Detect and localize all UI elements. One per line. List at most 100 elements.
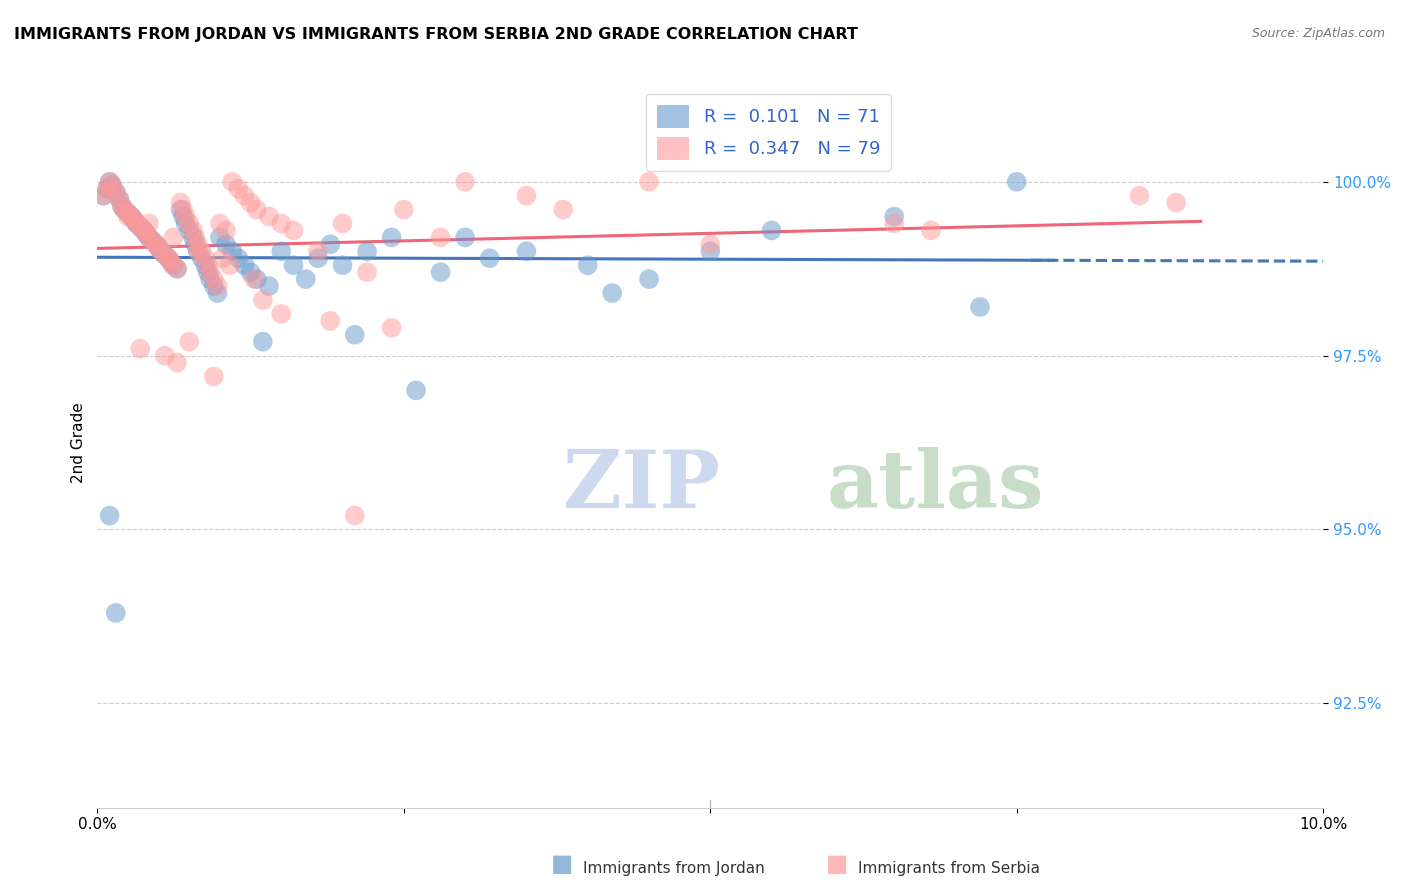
Point <box>319 237 342 252</box>
Point <box>150 244 173 259</box>
Text: IMMIGRANTS FROM JORDAN VS IMMIGRANTS FROM SERBIA 2ND GRADE CORRELATION CHART: IMMIGRANTS FROM JORDAN VS IMMIGRANTS FRO… <box>14 27 858 42</box>
Point <box>194 258 217 272</box>
Point <box>208 230 231 244</box>
Point <box>638 272 661 286</box>
Point <box>160 254 183 268</box>
Point <box>98 175 121 189</box>
Point <box>166 261 188 276</box>
Point <box>215 223 238 237</box>
Point <box>150 244 173 259</box>
Point <box>179 334 201 349</box>
Point <box>166 355 188 369</box>
Point <box>153 349 176 363</box>
Point <box>202 279 225 293</box>
Point <box>221 175 243 189</box>
Point <box>215 237 238 252</box>
Point <box>207 279 229 293</box>
Point <box>243 272 266 286</box>
Point <box>257 279 280 293</box>
Point <box>179 223 201 237</box>
Point <box>454 175 477 189</box>
Point <box>883 217 905 231</box>
Point <box>283 258 305 272</box>
Text: ZIP: ZIP <box>564 448 720 525</box>
Point <box>108 192 131 206</box>
Point <box>761 223 783 237</box>
Point <box>553 202 575 217</box>
Point <box>270 217 292 231</box>
Point <box>170 195 193 210</box>
Point <box>111 199 134 213</box>
Point <box>157 252 180 266</box>
Point <box>343 508 366 523</box>
Point <box>307 252 329 266</box>
Legend: R =  0.101   N = 71, R =  0.347   N = 79: R = 0.101 N = 71, R = 0.347 N = 79 <box>645 94 891 171</box>
Point <box>148 241 170 255</box>
Point <box>197 265 219 279</box>
Point <box>129 342 152 356</box>
Text: Immigrants from Jordan: Immigrants from Jordan <box>583 861 765 876</box>
Point <box>454 230 477 244</box>
Point <box>218 258 240 272</box>
Point <box>174 210 197 224</box>
Point <box>125 217 148 231</box>
Point <box>294 272 316 286</box>
Point <box>699 244 721 259</box>
Point <box>117 206 139 220</box>
Point <box>202 272 225 286</box>
Point <box>239 195 262 210</box>
Point <box>112 202 135 217</box>
Point <box>108 192 131 206</box>
Point <box>283 223 305 237</box>
Point <box>270 307 292 321</box>
Point <box>190 252 212 266</box>
Point <box>157 252 180 266</box>
Point <box>233 258 256 272</box>
Point <box>138 217 160 231</box>
Y-axis label: 2nd Grade: 2nd Grade <box>72 402 86 483</box>
Point <box>184 237 207 252</box>
Point <box>184 230 207 244</box>
Point <box>101 178 124 193</box>
Point <box>429 230 451 244</box>
Point <box>125 217 148 231</box>
Point <box>166 261 188 276</box>
Point <box>172 202 194 217</box>
Point <box>170 202 193 217</box>
Point <box>160 254 183 268</box>
Point <box>187 244 209 259</box>
Point <box>257 210 280 224</box>
Point <box>190 244 212 259</box>
Text: ■: ■ <box>825 852 848 876</box>
Point <box>148 241 170 255</box>
Point <box>1128 188 1150 202</box>
Point <box>356 244 378 259</box>
Point <box>343 327 366 342</box>
Point <box>138 230 160 244</box>
Point <box>392 202 415 217</box>
Point <box>381 230 404 244</box>
Point <box>121 210 143 224</box>
Point <box>207 286 229 301</box>
Point <box>883 210 905 224</box>
Point <box>270 244 292 259</box>
Text: Immigrants from Serbia: Immigrants from Serbia <box>858 861 1039 876</box>
Point <box>515 244 537 259</box>
Point <box>405 384 427 398</box>
Point <box>332 217 354 231</box>
Point <box>135 227 157 241</box>
Point <box>122 213 145 227</box>
Point <box>198 272 221 286</box>
Point <box>179 217 201 231</box>
Point <box>141 234 163 248</box>
Point <box>129 219 152 234</box>
Point <box>122 213 145 227</box>
Point <box>429 265 451 279</box>
Point <box>162 258 184 272</box>
Point <box>356 265 378 279</box>
Point <box>197 258 219 272</box>
Text: ■: ■ <box>551 852 574 876</box>
Point <box>181 223 204 237</box>
Point <box>515 188 537 202</box>
Text: Source: ZipAtlas.com: Source: ZipAtlas.com <box>1251 27 1385 40</box>
